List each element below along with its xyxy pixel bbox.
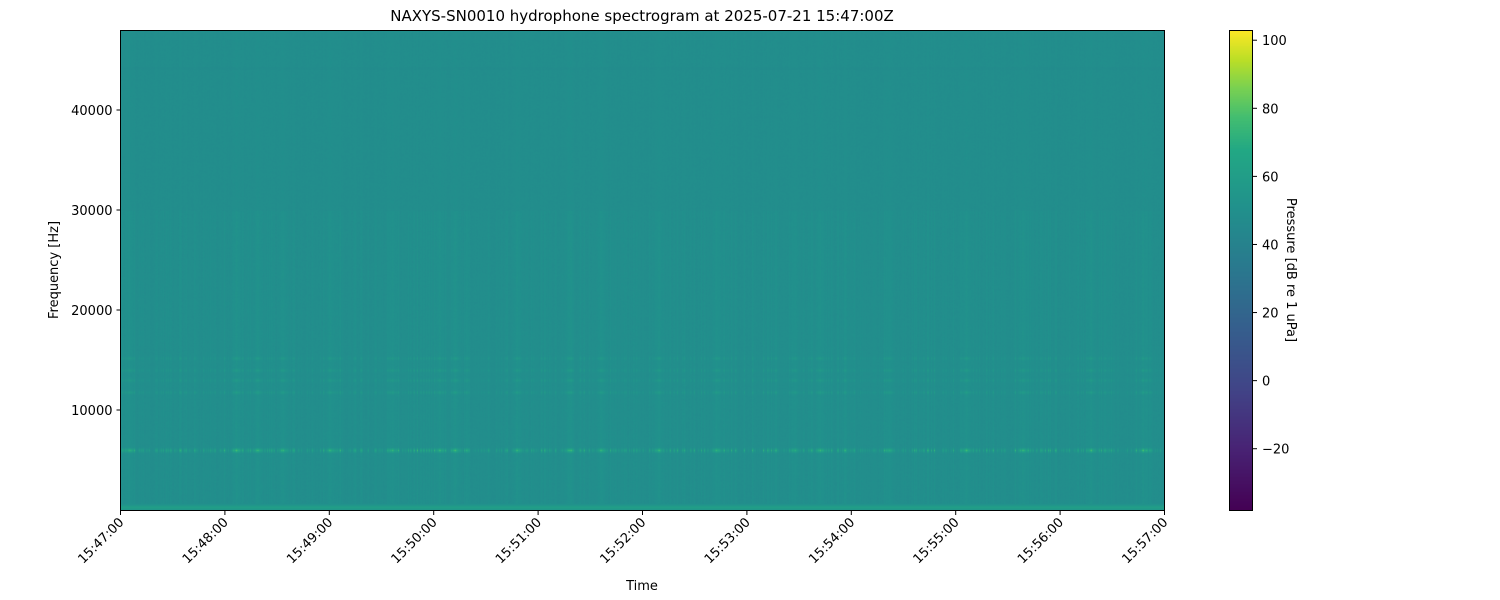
plot-frame: [120, 30, 1165, 511]
colorbar-tick-label: 60: [1262, 170, 1279, 185]
x-tick-label: 15:51:00: [493, 515, 545, 567]
y-tick-label: 20000: [71, 304, 112, 319]
x-tick-label: 15:54:00: [806, 515, 858, 567]
colorbar-tick-label: −20: [1262, 443, 1289, 458]
x-tick-label: 15:52:00: [597, 515, 649, 567]
y-axis-ticks: 10000 20000 30000 40000: [71, 104, 121, 419]
x-tick-label: 15:50:00: [389, 515, 441, 567]
chart-title: NAXYS-SN0010 hydrophone spectrogram at 2…: [390, 7, 894, 25]
x-tick-label: 15:53:00: [702, 515, 754, 567]
x-tick-label: 15:57:00: [1119, 515, 1171, 567]
colorbar-tick-label: 80: [1262, 102, 1279, 117]
y-tick-label: 40000: [71, 104, 112, 119]
x-axis-ticks: 15:47:00 15:48:00 15:49:00 15:50:00 15:51:00…: [75, 511, 1171, 567]
colorbar-tick-label: 40: [1262, 238, 1279, 253]
x-tick-label: 15:47:00: [75, 515, 127, 567]
spectrogram-heatmap: [121, 30, 1164, 510]
y-tick-label: 30000: [71, 204, 112, 219]
x-tick-label: 15:48:00: [180, 515, 232, 567]
x-axis-label: Time: [625, 579, 658, 594]
y-tick-label: 10000: [71, 404, 112, 419]
colorbar-frame: [1229, 30, 1253, 511]
colorbar-ticks: −20 0 20 40 60 80 100: [1253, 34, 1289, 458]
y-axis-label: Frequency [Hz]: [47, 221, 62, 319]
colorbar-tick-label: 0: [1262, 375, 1270, 390]
x-tick-label: 15:56:00: [1015, 515, 1067, 567]
colorbar-label: Pressure [dB re 1 uPa]: [1283, 198, 1298, 342]
colorbar-tick-label: 100: [1262, 34, 1287, 49]
x-tick-label: 15:55:00: [911, 515, 963, 567]
colorbar-gradient: [1230, 30, 1252, 510]
colorbar-tick-label: 20: [1262, 307, 1279, 322]
x-tick-label: 15:49:00: [284, 515, 336, 567]
